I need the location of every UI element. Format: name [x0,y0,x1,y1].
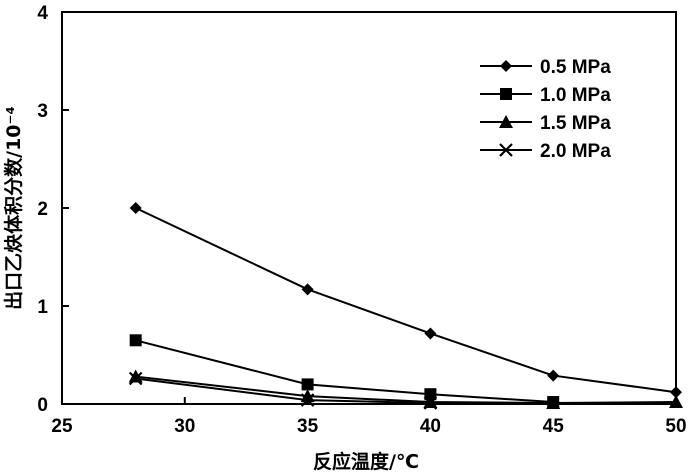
data-point-1-5-mpa [128,369,143,383]
series-line-0-5-mpa [135,207,677,394]
x-tick-label: 45 [543,416,565,437]
square-marker-shape [301,378,314,391]
data-point-1-0-mpa [129,334,142,347]
diamond-marker-shape [129,202,142,214]
y-axis-label: 出口乙炔体积分数/10⁻⁴ [2,106,25,310]
legend-item-0-5-mpa: 0.5 MPa [480,57,611,78]
diamond-marker-shape [670,386,682,399]
diamond-marker-shape [500,60,512,72]
y-tick-label: 1 [37,297,48,318]
chart-marks [128,202,683,410]
y-tick-label: 3 [37,101,48,122]
legend-label: 1.0 MPa [540,85,611,106]
legend-marker [499,143,513,157]
diamond-marker-shape [424,327,437,340]
legend-item-1-5-mpa: 1.5 MPa [480,113,611,134]
legend-label: 2.0 MPa [540,141,611,162]
x-marker-stroke [499,143,513,157]
x-tick-label: 35 [297,416,319,437]
square-marker-shape [424,388,437,401]
square-marker-shape [129,334,142,347]
legend-item-2-0-mpa: 2.0 MPa [480,141,611,162]
y-tick-label: 4 [37,3,48,24]
legend-label: 1.5 MPa [540,113,611,134]
legend-item-1-0-mpa: 1.0 MPa [480,85,611,106]
series-line-1-0-mpa [135,339,554,404]
triangle-marker-shape [128,369,143,383]
x-tick-label: 40 [420,416,441,437]
y-tick-label: 0 [37,395,48,416]
legend-marker [499,115,513,128]
x-marker-stroke [128,371,143,386]
data-point-1-0-mpa [301,378,314,391]
diamond-marker-shape [301,283,314,296]
triangle-marker-shape [499,115,513,128]
data-point-0-5-mpa [424,327,437,340]
axis-ticks: 25 30 35 40 45 50 0 1 2 3 4 [37,3,686,437]
x-tick-label: 25 [51,416,73,437]
square-marker-shape [500,88,512,100]
x-axis-label: 反应温度/℃ [313,450,419,473]
data-point-0-5-mpa [301,283,314,296]
x-tick-label: 50 [665,416,686,437]
data-point-0-5-mpa [129,202,142,214]
data-point-0-5-mpa [547,369,560,382]
legend-marker [500,88,512,100]
data-point-0-5-mpa [670,386,682,399]
data-point-1-0-mpa [424,388,437,401]
y-tick-label: 2 [37,199,48,220]
diamond-marker-shape [547,369,560,382]
chart-legend: 0.5 MPa 1.0 MPa 1.5 MPa 2.0 MPa [480,57,611,162]
x-tick-label: 30 [174,416,195,437]
data-point-2-0-mpa [128,371,143,386]
legend-marker [500,60,512,72]
legend-label: 0.5 MPa [540,57,611,78]
